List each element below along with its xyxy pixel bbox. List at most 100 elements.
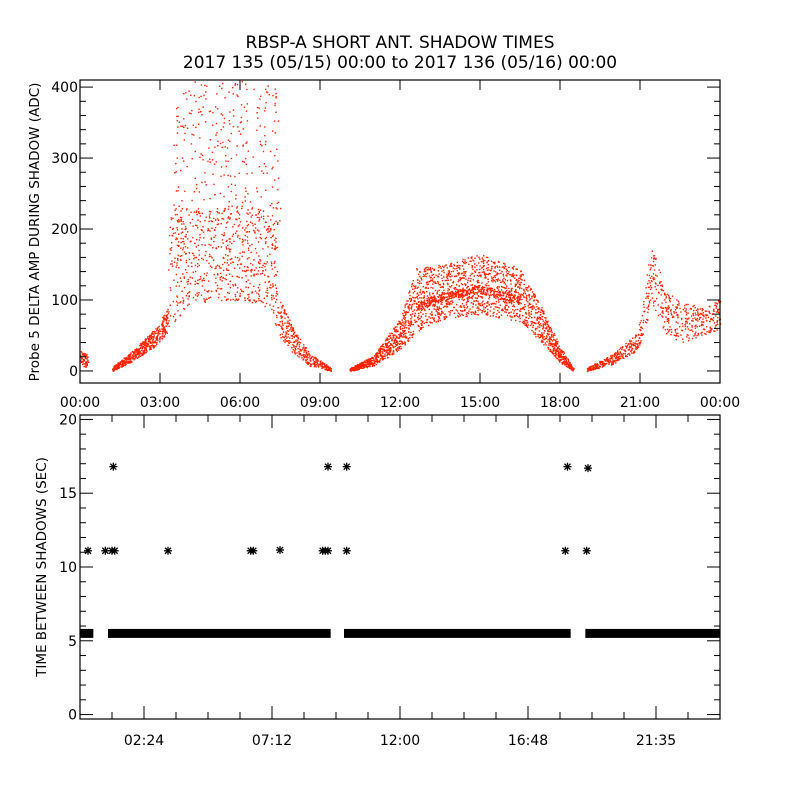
delta-amp-point <box>452 293 455 295</box>
delta-amp-point <box>176 300 178 303</box>
delta-amp-point <box>381 355 383 357</box>
delta-amp-point <box>476 292 478 294</box>
delta-amp-point <box>372 360 374 362</box>
delta-amp-point <box>420 320 422 322</box>
delta-amp-point <box>319 363 322 365</box>
delta-amp-point <box>534 329 537 331</box>
delta-amp-point <box>445 304 448 306</box>
delta-amp-point <box>196 292 198 294</box>
delta-amp-point <box>205 274 208 277</box>
delta-amp-point <box>398 349 400 351</box>
delta-amp-point <box>610 360 612 362</box>
delta-amp-point <box>225 226 227 229</box>
delta-amp-point <box>291 337 293 339</box>
delta-amp-point <box>228 249 231 251</box>
delta-amp-point <box>287 333 289 336</box>
delta-amp-point <box>166 314 168 317</box>
delta-amp-point <box>418 307 420 309</box>
delta-amp-point <box>562 353 565 356</box>
delta-amp-point <box>353 368 356 370</box>
delta-amp-point <box>84 365 87 367</box>
delta-amp-point <box>520 294 522 297</box>
delta-amp-point <box>394 334 396 336</box>
delta-amp-point <box>482 310 484 312</box>
delta-amp-point <box>369 359 372 361</box>
delta-amp-point <box>673 334 675 336</box>
delta-amp-point <box>417 286 419 289</box>
delta-amp-point <box>244 297 246 299</box>
delta-amp-point <box>370 361 372 364</box>
delta-amp-point <box>377 352 379 355</box>
delta-amp-point <box>131 351 134 353</box>
delta-amp-point <box>668 306 670 309</box>
delta-amp-point <box>438 284 440 286</box>
delta-amp-point <box>667 313 670 315</box>
delta-amp-point <box>377 356 380 358</box>
delta-amp-point <box>157 332 159 334</box>
title-line-1: RBSP-A SHORT ANT. SHADOW TIMES <box>246 33 555 53</box>
delta-amp-point <box>243 270 246 272</box>
delta-amp-point <box>238 276 240 279</box>
delta-amp-point <box>365 362 367 364</box>
delta-amp-point <box>263 297 265 299</box>
delta-amp-point <box>669 326 671 328</box>
delta-amp-point <box>487 300 489 303</box>
delta-amp-point <box>253 229 255 232</box>
delta-amp-point <box>225 240 227 242</box>
delta-amp-point <box>270 287 272 289</box>
delta-amp-point <box>180 220 183 222</box>
delta-amp-point <box>435 282 437 284</box>
delta-amp-point <box>367 361 369 364</box>
delta-amp-point <box>276 202 279 204</box>
delta-amp-point <box>485 285 488 287</box>
delta-amp-point <box>432 299 435 301</box>
delta-amp-point <box>479 272 481 274</box>
delta-amp-point <box>442 296 445 299</box>
delta-amp-point <box>485 273 487 275</box>
delta-amp-point <box>505 274 507 276</box>
delta-amp-point <box>493 294 495 296</box>
delta-amp-point <box>202 226 204 228</box>
delta-amp-point <box>284 341 286 343</box>
delta-amp-point <box>257 287 260 289</box>
delta-amp-point <box>265 291 267 294</box>
delta-amp-point <box>681 318 683 320</box>
delta-amp-point <box>277 120 280 122</box>
delta-amp-point <box>624 353 627 355</box>
delta-amp-point <box>260 273 262 275</box>
delta-amp-point <box>545 319 547 321</box>
delta-amp-point <box>453 264 455 266</box>
delta-amp-point <box>266 229 268 231</box>
delta-amp-point <box>87 359 89 361</box>
delta-amp-point <box>462 268 465 270</box>
delta-amp-point <box>558 345 560 347</box>
delta-amp-point <box>385 340 387 342</box>
delta-amp-point <box>221 212 223 215</box>
delta-amp-point <box>281 306 283 308</box>
delta-amp-point <box>559 349 561 351</box>
delta-amp-point <box>144 347 146 349</box>
delta-amp-point <box>474 263 476 265</box>
delta-amp-point <box>423 301 425 303</box>
delta-amp-point <box>667 331 669 334</box>
delta-amp-point <box>433 295 435 297</box>
delta-amp-point <box>481 297 483 299</box>
delta-amp-point <box>185 253 187 255</box>
delta-amp-point <box>244 234 246 237</box>
delta-amp-point <box>520 274 522 276</box>
delta-amp-point <box>153 342 155 344</box>
delta-amp-point <box>504 283 507 285</box>
delta-amp-point <box>525 296 527 298</box>
delta-amp-point <box>549 344 552 347</box>
delta-amp-point <box>232 261 234 263</box>
delta-amp-point <box>412 330 415 333</box>
delta-amp-point <box>258 211 260 214</box>
delta-amp-point <box>544 322 547 325</box>
delta-amp-point <box>549 348 552 351</box>
delta-amp-point <box>688 339 690 342</box>
delta-amp-point <box>633 345 635 347</box>
delta-amp-point <box>484 310 486 312</box>
delta-amp-point <box>136 351 139 353</box>
delta-amp-point <box>256 191 259 193</box>
delta-amp-point <box>255 301 257 303</box>
